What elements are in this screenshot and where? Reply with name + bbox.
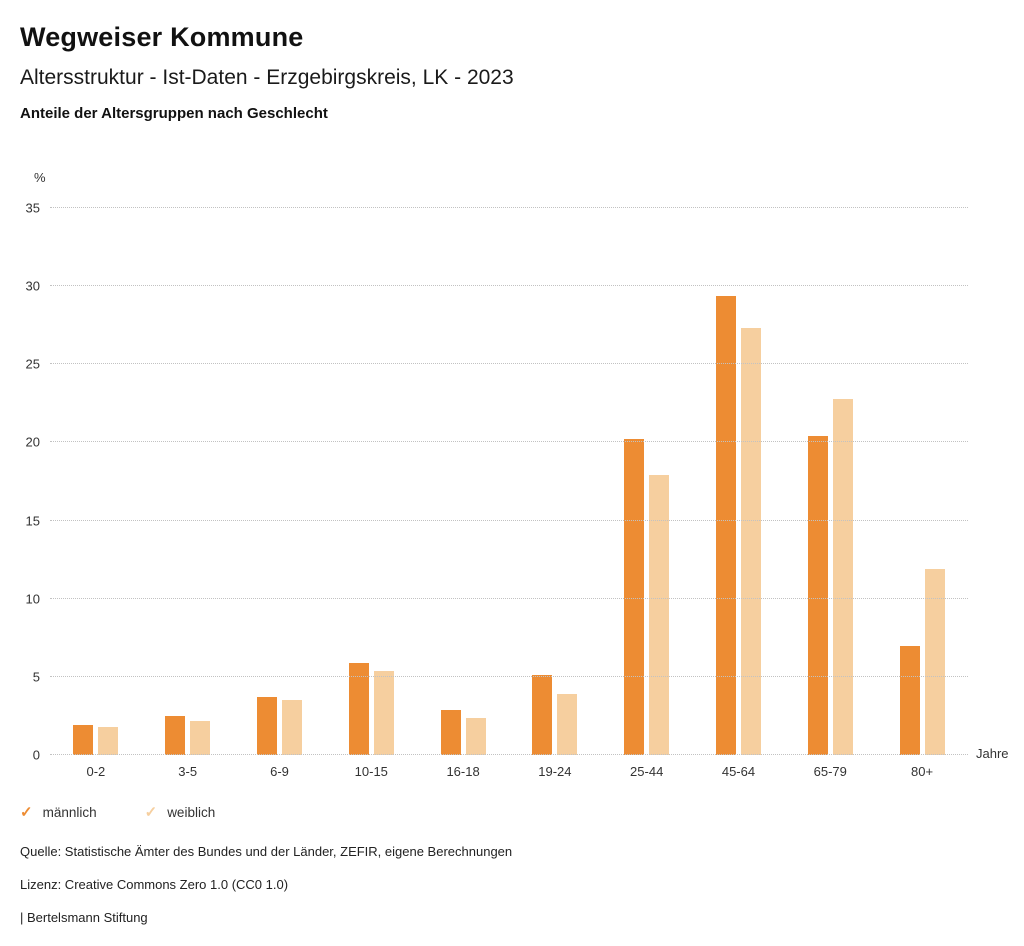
gridline xyxy=(50,441,968,443)
y-tick-label: 5 xyxy=(32,669,40,685)
y-tick-label: 10 xyxy=(25,591,40,607)
bar-pair xyxy=(693,208,785,755)
check-icon: ✓ xyxy=(20,804,33,821)
bar-group-6-9: 6-9 xyxy=(234,208,326,779)
gridline xyxy=(50,519,968,521)
y-tick-label: 20 xyxy=(25,434,40,450)
source-text: Quelle: Statistische Ämter des Bundes un… xyxy=(20,844,513,859)
bar-group-45-64: 45-64 xyxy=(693,208,785,779)
check-icon: ✓ xyxy=(144,804,158,821)
bar-männlich-19-24 xyxy=(532,675,553,755)
bar-männlich-10-15 xyxy=(348,662,369,755)
chart-heading: Anteile der Altersgruppen nach Geschlech… xyxy=(20,105,328,122)
license-text: Lizenz: Creative Commons Zero 1.0 (CC0 1… xyxy=(20,877,289,892)
bar-männlich-45-64 xyxy=(715,295,736,755)
bar-weiblich-19-24 xyxy=(557,694,578,755)
bar-weiblich-6-9 xyxy=(281,700,302,755)
bar-pair xyxy=(417,208,509,755)
bar-chart: % 0-2 3-5 6-9 10-15 16-18 19-24 25-44 45-64 65-7… xyxy=(26,170,1009,780)
gridline xyxy=(50,597,968,599)
legend-item-maennlich: ✓ männlich xyxy=(20,805,97,820)
bar-pair xyxy=(325,208,417,755)
bar-männlich-0-2 xyxy=(73,725,94,755)
x-tick-label: 25-44 xyxy=(630,764,664,779)
bar-weiblich-10-15 xyxy=(373,670,394,755)
bar-pair xyxy=(876,208,968,755)
page-title: Wegweiser Kommune xyxy=(20,22,304,52)
x-tick-label: 6-9 xyxy=(270,764,289,779)
gridline xyxy=(50,754,968,755)
x-axis-label: Jahre xyxy=(976,746,1009,761)
bar-pair xyxy=(784,208,876,755)
bar-group-19-24: 19-24 xyxy=(509,208,601,779)
plot-area: 0-2 3-5 6-9 10-15 16-18 19-24 25-44 45-64 65-79 8… xyxy=(26,201,1009,780)
gridline xyxy=(50,675,968,677)
x-tick-label: 3-5 xyxy=(178,764,198,779)
legend-label: weiblich xyxy=(167,805,216,820)
bar-männlich-65-79 xyxy=(807,436,828,755)
bar-weiblich-16-18 xyxy=(465,717,486,755)
x-tick-label: 65-79 xyxy=(813,764,847,779)
gridline xyxy=(50,285,968,287)
y-tick-label: 0 xyxy=(32,747,40,763)
bar-männlich-16-18 xyxy=(440,709,461,755)
gridline xyxy=(50,363,968,365)
bar-pair xyxy=(50,208,142,755)
y-axis-unit-label: % xyxy=(34,170,46,185)
bar-männlich-80+ xyxy=(899,645,920,755)
bar-group-80+: 80+ xyxy=(876,208,968,779)
x-tick-label: 16-18 xyxy=(446,764,480,779)
bar-pair xyxy=(234,208,326,755)
bar-weiblich-45-64 xyxy=(740,328,761,755)
bar-weiblich-25-44 xyxy=(649,475,670,755)
chart-subtitle: Altersstruktur - Ist-Daten - Erzgebirgsk… xyxy=(20,66,514,89)
legend-label: männlich xyxy=(42,805,97,820)
attribution-text: | Bertelsmann Stiftung xyxy=(20,910,148,925)
gridline xyxy=(50,207,968,208)
bar-groups: 0-2 3-5 6-9 10-15 16-18 19-24 25-44 45-64 65-79 8… xyxy=(50,208,968,779)
bar-group-0-2: 0-2 xyxy=(50,208,142,779)
x-tick-label: 80+ xyxy=(911,764,934,779)
bar-group-25-44: 25-44 xyxy=(601,208,693,779)
bar-group-3-5: 3-5 xyxy=(142,208,234,779)
bar-weiblich-65-79 xyxy=(832,398,853,755)
legend: ✓ männlich ✓ weiblich xyxy=(20,805,1024,820)
legend-item-weiblich: ✓ weiblich xyxy=(145,805,216,820)
bar-weiblich-0-2 xyxy=(98,726,119,755)
x-tick-label: 45-64 xyxy=(721,764,756,779)
y-tick-label: 30 xyxy=(25,278,40,294)
y-tick-label: 25 xyxy=(25,356,40,372)
footer: Quelle: Statistische Ämter des Bundes un… xyxy=(20,844,1024,925)
bar-pair xyxy=(601,208,693,755)
bar-männlich-6-9 xyxy=(256,697,277,755)
bar-pair xyxy=(509,208,601,755)
bar-pair xyxy=(142,208,234,755)
bar-group-10-15: 10-15 xyxy=(325,208,417,779)
bar-männlich-3-5 xyxy=(165,715,186,755)
x-tick-label: 19-24 xyxy=(538,764,572,779)
y-tick-label: 35 xyxy=(25,200,40,216)
bar-group-65-79: 65-79 xyxy=(784,208,876,779)
x-tick-label: 10-15 xyxy=(354,764,388,779)
x-tick-label: 0-2 xyxy=(86,764,106,779)
bar-weiblich-3-5 xyxy=(190,720,211,755)
header: Wegweiser Kommune Altersstruktur - Ist-D… xyxy=(0,0,1024,122)
y-tick-label: 15 xyxy=(25,513,40,529)
bar-weiblich-80+ xyxy=(924,569,945,755)
bar-group-16-18: 16-18 xyxy=(417,208,509,779)
